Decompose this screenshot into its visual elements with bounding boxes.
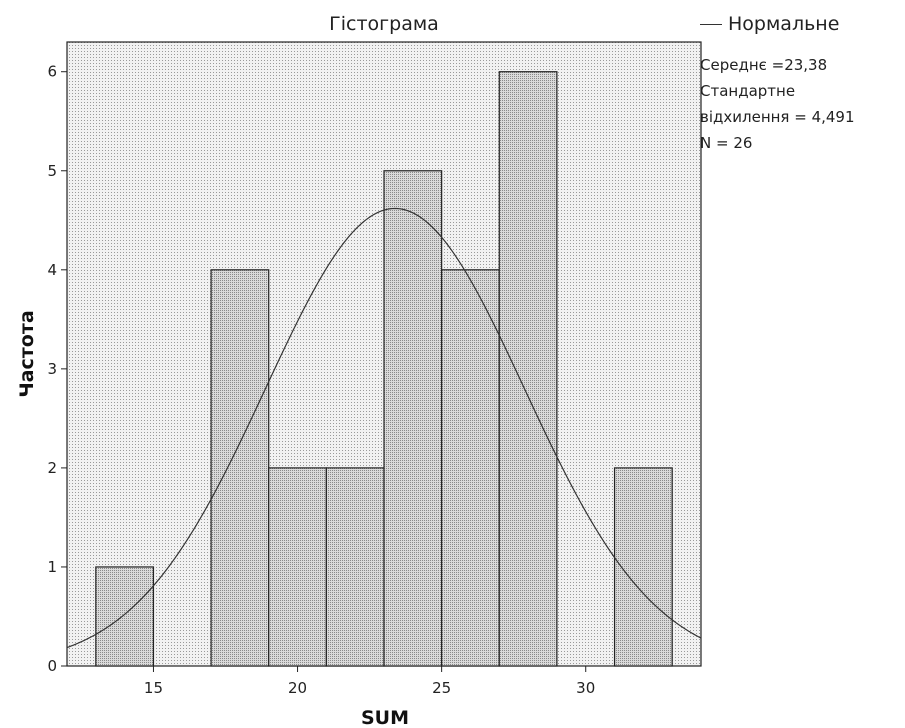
x-tick-label: 15 [144,679,163,697]
histogram-bar [498,71,558,667]
std-stat-line1: Стандартне [700,82,796,100]
histogram-bar [383,170,443,667]
legend-stats: Середнє =23,38 Стандартне відхилення = 4… [700,52,905,156]
chart-title: Гістограма [329,13,439,35]
x-tick-label: 25 [432,679,451,697]
y-axis-title: Частота [16,310,38,397]
n-stat: N = 26 [700,134,753,152]
normal-curve [66,207,702,649]
std-stat-line2: відхилення = 4,491 [700,108,855,126]
x-axis-title: SUM [361,707,409,728]
histogram-bar [441,269,500,667]
legend-line-swatch [700,23,722,25]
x-tick-label: 20 [288,679,307,697]
y-ticks: 0 1 2 3 4 5 6 [47,63,67,675]
histogram-bar [210,269,270,667]
mean-stat: Середнє =23,38 [700,56,828,74]
y-tick-label: 1 [47,558,57,576]
y-tick-label: 3 [47,360,57,378]
x-tick-label: 30 [576,679,595,697]
histogram-bar [613,467,673,667]
legend-label: Нормальне [728,13,840,35]
x-ticks: 15 20 25 30 [144,666,595,697]
legend-item-normal: Нормальне [700,8,905,40]
histogram-bar [95,566,155,667]
legend: Нормальне Середнє =23,38 Стандартне відх… [700,8,905,156]
y-tick-label: 5 [47,162,57,180]
bars-layer [95,71,673,667]
y-tick-label: 4 [47,261,57,279]
histogram-bar [268,467,327,667]
histogram-bar [325,467,385,667]
y-tick-label: 2 [47,459,57,477]
y-tick-label: 0 [47,657,57,675]
y-tick-label: 6 [47,63,57,81]
